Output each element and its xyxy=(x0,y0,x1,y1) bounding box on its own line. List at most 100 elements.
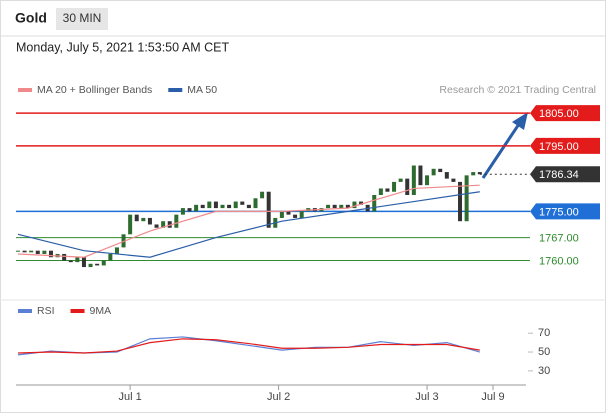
candle xyxy=(81,257,86,268)
candle xyxy=(240,201,245,205)
timeframe[interactable]: 30 MIN xyxy=(63,11,102,25)
candle xyxy=(233,201,238,209)
candle xyxy=(260,191,265,199)
candle xyxy=(464,175,469,222)
candle xyxy=(167,221,172,228)
candle xyxy=(101,260,106,266)
candle xyxy=(147,217,152,225)
legend-swatch xyxy=(168,88,183,92)
candle xyxy=(431,168,436,176)
legend-label: MA 20 + Bollinger Bands xyxy=(37,84,152,96)
candle xyxy=(339,204,344,209)
arrow xyxy=(481,120,523,179)
candle xyxy=(332,204,337,209)
legend-swatch xyxy=(18,88,32,92)
candle xyxy=(128,214,133,235)
candle xyxy=(378,188,383,195)
candle xyxy=(385,188,390,192)
candle xyxy=(438,168,443,173)
level-label: 1775.00 xyxy=(539,206,579,218)
candle xyxy=(108,253,113,261)
candle xyxy=(68,260,73,263)
candle xyxy=(425,175,430,186)
candle xyxy=(392,181,397,192)
candle xyxy=(187,208,192,212)
candle xyxy=(200,204,205,209)
candle xyxy=(411,165,416,195)
candle xyxy=(141,217,146,222)
candle xyxy=(227,204,232,209)
x-tick-label: Jul 9 xyxy=(481,391,504,403)
candle xyxy=(114,247,119,254)
candle xyxy=(477,172,482,175)
level-tag xyxy=(530,105,600,122)
series-line xyxy=(17,184,480,258)
candle xyxy=(42,250,47,254)
candle xyxy=(88,263,93,268)
candle xyxy=(444,172,449,179)
candle xyxy=(299,211,304,218)
legend-label: MA 50 xyxy=(187,84,217,96)
candle xyxy=(372,195,377,212)
candle xyxy=(253,198,258,209)
candle xyxy=(451,178,456,182)
y-tick-label: 30 xyxy=(538,365,550,377)
level-tag xyxy=(530,137,600,154)
candle xyxy=(75,257,80,263)
y-tick-label: 70 xyxy=(538,327,550,339)
candle xyxy=(174,214,179,228)
candle xyxy=(359,201,364,205)
level-label: 1760.00 xyxy=(539,255,579,267)
level-label: 1786.34 xyxy=(539,169,579,181)
candle xyxy=(207,201,212,209)
candle xyxy=(405,178,410,195)
x-tick-label: Jul 3 xyxy=(415,391,438,403)
level-tag xyxy=(530,166,600,183)
level-tag xyxy=(530,203,600,220)
timeframe-tab[interactable] xyxy=(56,8,108,30)
legend-swatch xyxy=(70,309,85,313)
candle xyxy=(121,234,126,248)
x-tick-label: Jul 1 xyxy=(119,391,142,403)
candle xyxy=(458,181,463,222)
legend-label: RSI xyxy=(37,305,55,317)
candle xyxy=(154,224,159,228)
candle xyxy=(194,204,199,212)
candle xyxy=(15,250,20,252)
candle xyxy=(266,191,271,228)
candle xyxy=(35,250,40,254)
candle xyxy=(345,204,350,209)
series-line xyxy=(17,191,480,258)
candle xyxy=(286,211,291,215)
title: Gold xyxy=(15,10,47,26)
candle xyxy=(29,250,34,253)
candle xyxy=(62,253,67,261)
candle xyxy=(279,211,284,218)
level-label: 1795.00 xyxy=(539,141,579,153)
candle xyxy=(246,204,251,209)
candle xyxy=(293,214,298,218)
y-tick-label: 50 xyxy=(538,346,550,358)
candle xyxy=(471,172,476,176)
level-label: 1767.00 xyxy=(539,232,579,244)
legend-label: 9MA xyxy=(90,305,112,317)
candle xyxy=(398,178,403,182)
x-tick-label: Jul 2 xyxy=(267,391,290,403)
candle xyxy=(220,204,225,209)
candle xyxy=(95,263,100,266)
arrow-head xyxy=(512,112,528,130)
credit: Research © 2021 Trading Central xyxy=(439,84,596,96)
candle xyxy=(213,201,218,209)
candle xyxy=(161,221,166,228)
candle xyxy=(418,165,423,186)
candle xyxy=(48,250,53,258)
candle xyxy=(22,250,27,253)
series-line xyxy=(17,338,480,354)
candle xyxy=(352,201,357,209)
candle xyxy=(180,208,185,215)
level-label: 1805.00 xyxy=(539,108,579,120)
candle xyxy=(134,214,139,222)
candle xyxy=(326,204,331,209)
